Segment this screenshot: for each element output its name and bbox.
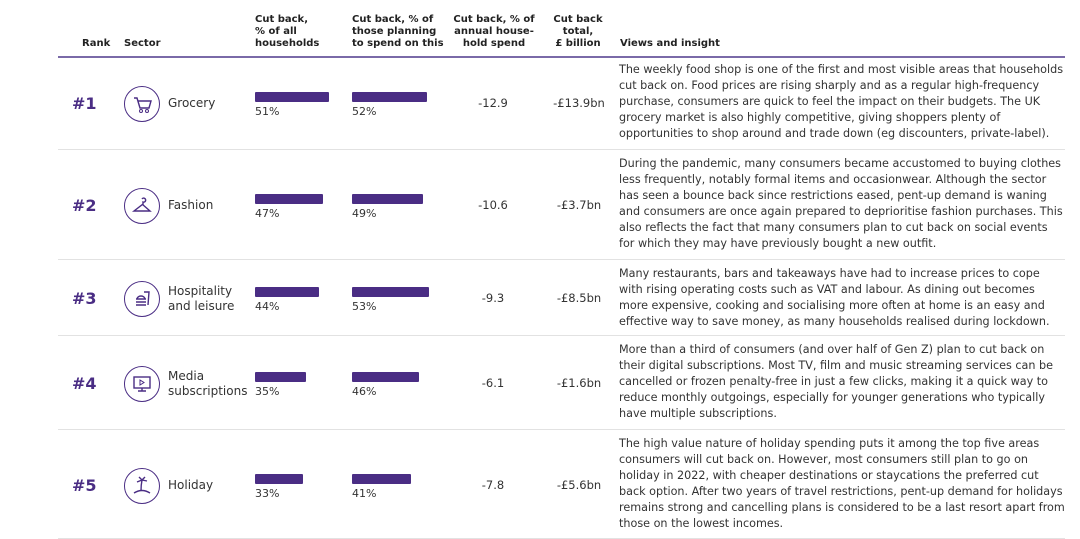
- views-insight: The high value nature of holiday spendin…: [619, 437, 1065, 530]
- bar-pct-planning: [352, 92, 428, 102]
- header-pct-planning: Cut back, % of those planning to spend o…: [352, 14, 444, 49]
- total-cutback: -£5.6bn: [556, 477, 602, 492]
- pct-all-households: 33%: [255, 486, 280, 500]
- pct-all-households: 35%: [255, 385, 280, 398]
- pct-household-spend: -12.9: [478, 96, 508, 110]
- row-divider: [58, 429, 1065, 430]
- total-cutback: -£13.9bn: [553, 96, 605, 110]
- rank-label: #1: [72, 94, 97, 113]
- total-cutback: -£8.5bn: [556, 291, 602, 305]
- table-row: #4 Media subscriptions 35% 46% -6.1 -£1.…: [58, 338, 1065, 430]
- sector-name: Grocery: [168, 96, 216, 110]
- bar-pct-planning: [352, 194, 424, 204]
- pct-planning: 41%: [352, 486, 377, 500]
- total-cutback: -£3.7bn: [556, 198, 602, 212]
- table-row: #5 Holiday 33% 41% -7.8 -£5.6bn The high…: [58, 432, 1065, 539]
- rank-label: #2: [72, 196, 97, 215]
- bar-pct-all-households: [255, 92, 329, 102]
- rank-label: #4: [72, 374, 97, 393]
- pct-household-spend: -6.1: [481, 376, 505, 390]
- views-insight: During the pandemic, many consumers beca…: [619, 157, 1063, 250]
- palm-island-icon: [124, 467, 160, 504]
- bar-pct-all-households: [255, 194, 324, 204]
- pct-all-households: 47%: [255, 207, 280, 220]
- views-insight: More than a third of consumers (and over…: [619, 343, 1054, 420]
- header-total: Cut back total, £ billion: [553, 14, 603, 49]
- bar-pct-planning: [352, 287, 429, 297]
- row-divider: [58, 259, 1065, 260]
- header-pct-all: Cut back, % of all households: [255, 14, 320, 49]
- pct-all-households: 44%: [255, 300, 280, 313]
- pct-planning: 53%: [352, 300, 377, 313]
- sector-name: Holiday: [168, 477, 214, 492]
- header-rank: Rank: [82, 38, 111, 49]
- pct-planning: 46%: [352, 385, 377, 398]
- header-sector: Sector: [124, 38, 161, 49]
- sector-name: Media subscriptions: [168, 369, 248, 398]
- shopping-cart-icon: [124, 86, 160, 122]
- pct-planning: 49%: [352, 207, 377, 220]
- bar-pct-all-households: [255, 473, 303, 484]
- bar-pct-all-households: [255, 287, 319, 297]
- pct-planning: 52%: [352, 105, 377, 118]
- pct-household-spend: -7.8: [481, 477, 505, 492]
- hanger-icon: [124, 188, 160, 224]
- sector-name: Fashion: [168, 198, 214, 212]
- pct-all-households: 51%: [255, 105, 280, 118]
- monitor-play-icon: [124, 366, 160, 402]
- bar-pct-planning: [352, 473, 412, 484]
- rank-label: #5: [72, 475, 97, 495]
- views-insight: The weekly food shop is one of the first…: [619, 63, 1064, 140]
- sector-name: Hospitality and leisure: [168, 284, 235, 313]
- burger-drink-icon: [124, 281, 160, 317]
- total-cutback: -£1.6bn: [556, 376, 602, 390]
- table-row: #1 Grocery 51% 52% -12.9 -£13.9bn The we…: [58, 58, 1065, 150]
- table-row: #2 Fashion 47% 49% -10.6 -£3.7bn During …: [58, 152, 1065, 260]
- row-divider: [58, 149, 1065, 150]
- rank-label: #3: [72, 289, 97, 308]
- table-row: #3 Hospitality and leisure 44% 53% -9.3 …: [58, 262, 1065, 336]
- pct-household-spend: -10.6: [478, 198, 508, 212]
- row-divider: [58, 335, 1065, 336]
- header-divider: [58, 56, 1065, 58]
- header-views: Views and insight: [620, 38, 720, 49]
- views-insight: Many restaurants, bars and takeaways hav…: [619, 267, 1050, 328]
- bar-pct-all-households: [255, 372, 306, 382]
- pct-household-spend: -9.3: [481, 291, 505, 305]
- bar-pct-planning: [352, 372, 419, 382]
- header-pct-spend: Cut back, % of annual house- hold spend: [453, 14, 535, 49]
